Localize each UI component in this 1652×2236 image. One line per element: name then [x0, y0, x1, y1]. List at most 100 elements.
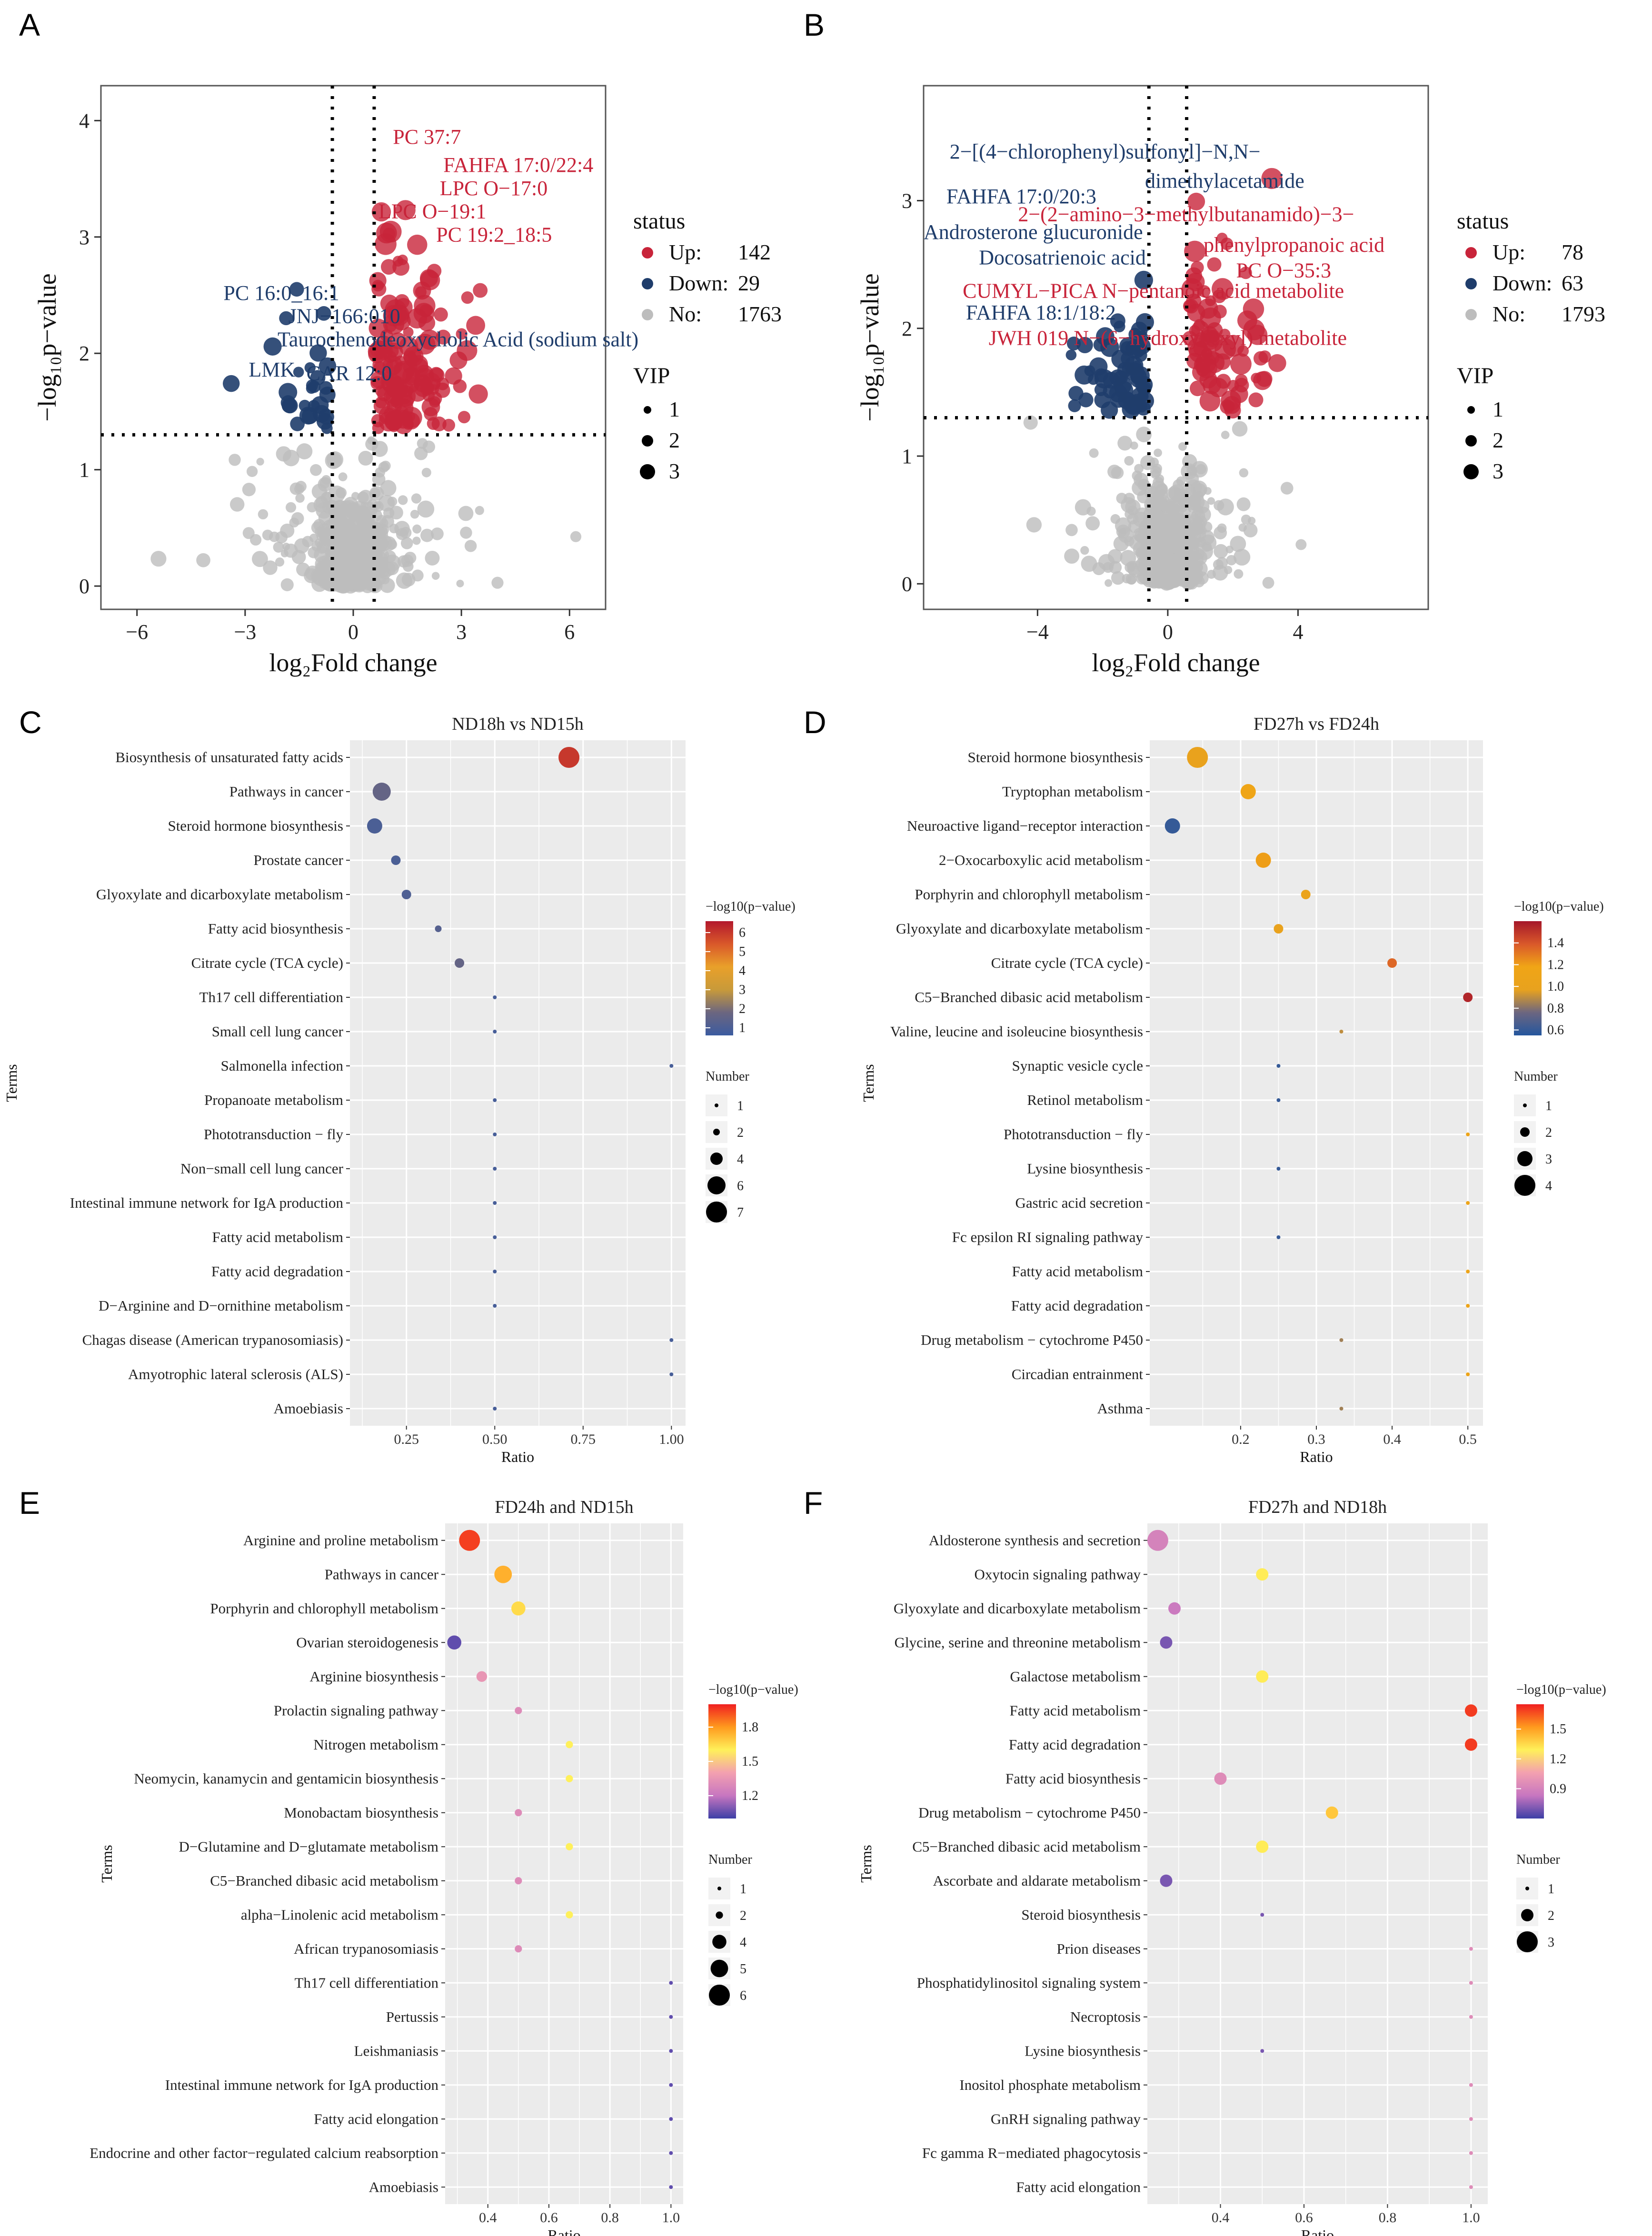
term-dot	[511, 1601, 526, 1616]
point-no	[258, 509, 269, 520]
point-up	[1212, 289, 1226, 303]
point-no	[1214, 544, 1228, 559]
term-dot	[493, 1407, 497, 1411]
term-dot	[1160, 1636, 1173, 1649]
term-dot	[669, 1372, 674, 1376]
point-no	[1185, 472, 1199, 486]
point-up	[1189, 325, 1200, 337]
y-tick-label: 3	[79, 226, 90, 249]
term-dot	[1164, 818, 1180, 834]
term-label: Porphyrin and chlorophyll metabolism	[210, 1600, 438, 1617]
term-dot	[493, 1133, 497, 1136]
term-label: Fatty acid degradation	[211, 1263, 344, 1280]
point-no	[328, 485, 346, 503]
point-no	[1280, 482, 1294, 495]
term-dot	[1160, 1874, 1173, 1887]
x-tick-label: 0.50	[482, 1431, 508, 1447]
point-up	[374, 335, 393, 354]
term-label: Fc gamma R−mediated phagocytosis	[922, 2145, 1141, 2161]
size-key-dot	[1523, 1103, 1527, 1107]
legend-vip-dot	[1465, 435, 1477, 447]
point-no	[387, 497, 398, 507]
point-up	[420, 270, 440, 290]
term-label: Amoebiasis	[369, 2178, 438, 2195]
point-no	[358, 512, 375, 528]
term-dot	[669, 2015, 673, 2019]
point-up	[389, 332, 407, 349]
point-no	[1065, 524, 1078, 537]
term-label: Propanoate metabolism	[204, 1092, 343, 1108]
term-label: Monobactam biosynthesis	[284, 1804, 438, 1821]
term-label: Drug metabolism − cytochrome P450	[918, 1804, 1141, 1821]
legend-label: Up:	[1493, 240, 1525, 264]
point-no	[464, 540, 477, 552]
point-no	[1105, 579, 1113, 587]
x-tick-label: 0.75	[571, 1431, 596, 1447]
point-up	[456, 328, 468, 340]
term-label: Tryptophan metabolism	[1002, 783, 1143, 800]
color-bar	[1514, 921, 1542, 1035]
point-up	[428, 391, 442, 406]
point-no	[229, 454, 241, 466]
point-up	[1213, 305, 1227, 318]
term-dot	[515, 1809, 522, 1817]
size-key-dot	[1525, 1887, 1529, 1890]
x-tick-label: 6	[564, 620, 575, 644]
term-label: Steroid hormone biosynthesis	[168, 817, 343, 834]
panel-label-f: F	[804, 1485, 823, 1520]
term-label: C5−Branched dibasic acid metabolism	[915, 989, 1143, 1005]
point-no	[414, 447, 428, 460]
term-label: Phototransduction − fly	[204, 1126, 344, 1143]
panel-label-a: A	[19, 7, 40, 42]
point-up	[1234, 378, 1249, 393]
x-tick-label: 1.00	[659, 1431, 684, 1447]
point-no	[369, 486, 384, 501]
point-no	[229, 497, 245, 512]
point-no	[402, 561, 414, 572]
term-dot	[401, 890, 411, 899]
term-dot	[1274, 924, 1284, 934]
legend-color: −log10(p−value) 1.8 1.5 1.2	[708, 1682, 798, 1819]
point-up	[371, 202, 391, 222]
point-no	[1124, 456, 1134, 466]
point-label: FAHFA 17:0/22:4	[443, 153, 593, 177]
color-tick-label: 5	[739, 944, 746, 959]
x-tick-label: 0.5	[1459, 1431, 1477, 1447]
color-tick-label: 1.2	[1550, 1752, 1566, 1767]
point-no	[1192, 524, 1203, 536]
point-no	[1234, 569, 1244, 579]
point-no	[1116, 525, 1130, 539]
point-no	[1144, 571, 1154, 582]
term-dot	[669, 2049, 673, 2053]
point-no	[417, 500, 435, 518]
term-dot	[566, 1911, 573, 1918]
point-up	[424, 407, 438, 421]
point-no	[1151, 510, 1166, 526]
x-axis-label: Ratio	[1301, 2226, 1334, 2236]
point-label: FAHFA 17:0/20:3	[946, 185, 1096, 208]
point-no	[263, 560, 278, 575]
term-dot	[1463, 993, 1473, 1002]
point-no	[339, 547, 353, 561]
term-dot	[1464, 1738, 1477, 1751]
point-up	[1237, 345, 1249, 357]
term-label: Glyoxylate and dicarboxylate metabolism	[894, 1600, 1141, 1617]
point-no	[251, 551, 268, 567]
point-no	[1138, 478, 1150, 490]
point-down	[1068, 399, 1081, 412]
legend-title: VIP	[1457, 363, 1493, 388]
point-no	[356, 550, 364, 558]
point-no	[309, 533, 318, 543]
size-key-dot	[712, 1935, 726, 1949]
point-no	[1117, 436, 1133, 451]
size-key-dot	[1517, 1151, 1533, 1166]
term-dot	[515, 1707, 522, 1714]
term-dot	[494, 1565, 512, 1583]
term-label: Synaptic vesicle cycle	[1012, 1057, 1143, 1074]
term-dot	[1260, 1913, 1264, 1917]
term-label: Gastric acid secretion	[1015, 1194, 1143, 1211]
term-label: Intestinal immune network for IgA produc…	[165, 2077, 439, 2093]
point-up	[375, 385, 387, 397]
point-no	[411, 569, 424, 582]
point-no	[1160, 501, 1172, 513]
